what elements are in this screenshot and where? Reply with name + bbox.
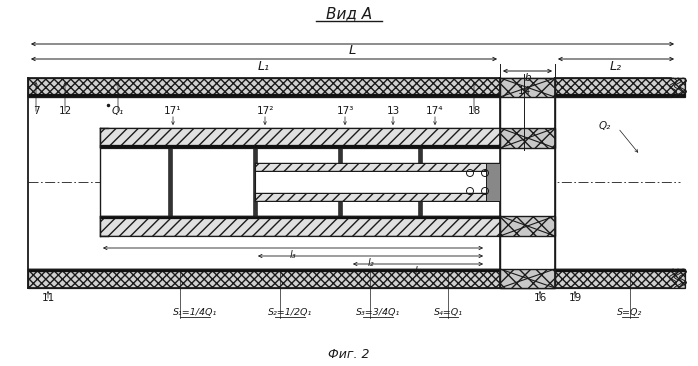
Bar [500,78,555,288]
Bar [253,148,257,216]
Text: L₂: L₂ [610,60,622,72]
Bar [418,148,422,216]
Text: 16: 16 [533,293,547,303]
Text: 19: 19 [568,293,581,303]
Bar [255,171,500,193]
Bar [28,78,500,97]
Text: 7: 7 [33,106,39,116]
Bar [28,78,500,97]
Bar [338,148,342,216]
Text: Q₁: Q₁ [112,106,124,116]
Bar [100,128,500,148]
Bar [28,97,500,269]
Bar [555,269,685,288]
Text: 17⁴: 17⁴ [426,106,444,116]
Bar [500,78,555,97]
Bar [100,145,500,148]
Bar [100,148,500,216]
Bar [100,216,500,219]
Bar [500,269,555,288]
Bar [555,97,685,269]
Bar [555,78,685,97]
Bar [486,163,500,201]
Bar [255,163,500,171]
Bar [100,216,500,236]
Bar [500,216,555,236]
Bar [28,94,500,97]
Bar [168,148,172,216]
Bar [555,269,685,288]
Text: 17¹: 17¹ [164,106,181,116]
Text: l₃: l₃ [290,250,297,260]
Text: S=Q₂: S=Q₂ [617,307,643,317]
Text: 13: 13 [387,106,400,116]
Text: l₂: l₂ [367,258,374,268]
Bar [100,216,500,236]
Bar [500,128,555,148]
Text: 17²: 17² [256,106,274,116]
Bar [500,128,555,148]
Text: b: b [524,73,530,83]
Bar [500,216,555,236]
Bar [28,269,500,288]
Text: L: L [349,45,356,57]
Bar [255,163,500,171]
Text: L₁: L₁ [258,60,270,72]
Text: 11: 11 [41,293,54,303]
Bar [28,269,500,272]
Bar [255,193,500,201]
Bar [500,269,555,288]
Text: Фиг. 2: Фиг. 2 [328,348,370,362]
Text: S₄=Q₁: S₄=Q₁ [433,307,463,317]
Bar [555,269,685,272]
Text: l₁: l₁ [415,266,422,276]
Text: S₃=3/4Q₁: S₃=3/4Q₁ [356,307,400,317]
Text: S₁=1/4Q₁: S₁=1/4Q₁ [173,307,217,317]
Bar [255,193,500,201]
Text: 14: 14 [517,86,530,96]
Bar [28,269,500,288]
Bar [555,94,685,97]
Bar [100,128,500,148]
Text: 17³: 17³ [336,106,354,116]
Text: 12: 12 [59,106,72,116]
Text: Вид А: Вид А [326,7,372,22]
Bar [555,78,685,97]
Text: Q₂: Q₂ [599,121,611,131]
Text: S₂=1/2Q₁: S₂=1/2Q₁ [268,307,312,317]
Bar [500,78,555,97]
Text: 18: 18 [468,106,481,116]
